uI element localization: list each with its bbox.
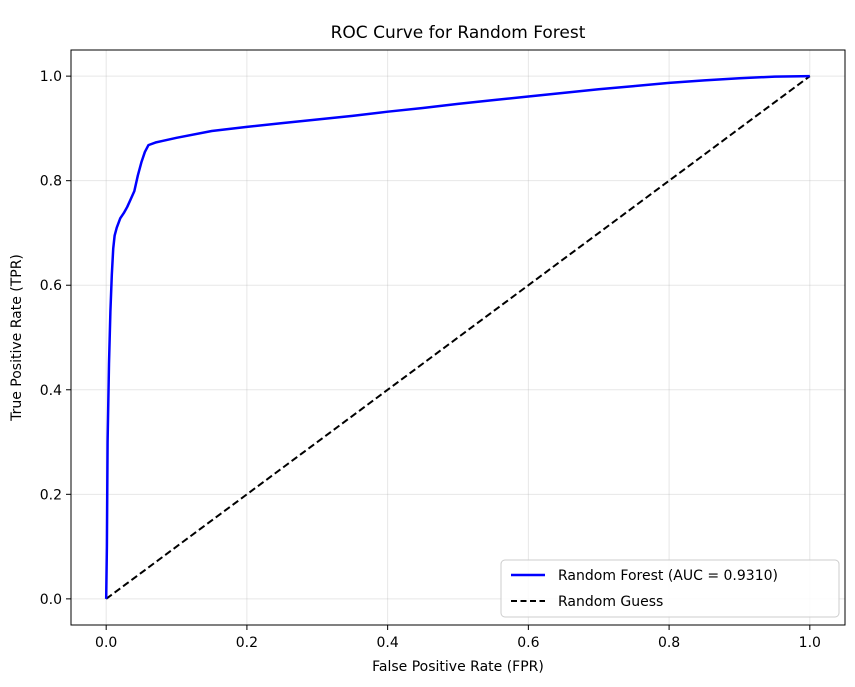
legend-box	[500, 559, 840, 618]
y-tick-label: 0.4	[40, 383, 62, 399]
chart-title: ROC Curve for Random Forest	[331, 23, 586, 43]
y-axis-label: True Positive Rate (TPR)	[9, 254, 25, 422]
y-tick-label: 0.0	[40, 592, 62, 608]
x-tick-label: 0.2	[236, 635, 258, 651]
y-tick-label: 1.0	[40, 69, 62, 85]
x-tick-label: 0.6	[517, 635, 539, 651]
plot-series	[104, 74, 811, 600]
random-guess-line	[105, 75, 811, 600]
x-tick-label: 0.4	[377, 635, 399, 651]
y-tick-label: 0.2	[40, 487, 62, 503]
random-forest-roc-line	[104, 74, 810, 599]
grid-lines	[71, 50, 845, 625]
x-tick-label: 1.0	[799, 635, 821, 651]
x-tick-label: 0.8	[658, 635, 680, 651]
x-axis-label: False Positive Rate (FPR)	[372, 659, 544, 675]
x-axis-ticks: 0.0 0.2 0.4 0.6 0.8 1.0	[95, 625, 821, 651]
y-axis-ticks: 0.0 0.2 0.4 0.6 0.8 1.0	[40, 69, 71, 608]
plot-frame	[70, 49, 846, 626]
y-tick-label: 0.8	[40, 174, 62, 190]
legend-label-random-guess: Random Guess	[558, 594, 663, 610]
y-tick-label: 0.6	[40, 278, 62, 294]
legend: Random Forest (AUC = 0.9310) Random Gues…	[500, 559, 840, 618]
legend-label-random-forest: Random Forest (AUC = 0.9310)	[558, 568, 778, 584]
x-tick-label: 0.0	[95, 635, 117, 651]
